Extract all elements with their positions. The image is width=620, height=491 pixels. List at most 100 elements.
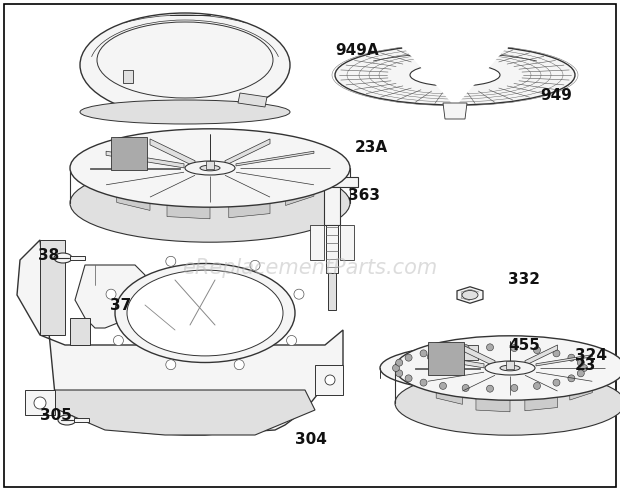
Polygon shape xyxy=(106,172,184,185)
Circle shape xyxy=(396,370,403,377)
Ellipse shape xyxy=(70,129,350,207)
Text: 949: 949 xyxy=(540,87,572,103)
Polygon shape xyxy=(123,70,133,83)
Polygon shape xyxy=(428,372,484,382)
Circle shape xyxy=(420,350,427,357)
Polygon shape xyxy=(599,368,605,381)
Polygon shape xyxy=(236,151,314,166)
Circle shape xyxy=(577,370,584,377)
Polygon shape xyxy=(443,103,467,119)
Text: 23: 23 xyxy=(575,357,596,373)
Polygon shape xyxy=(525,375,557,391)
Circle shape xyxy=(533,347,541,354)
Circle shape xyxy=(580,364,588,372)
Ellipse shape xyxy=(80,100,290,124)
Polygon shape xyxy=(47,390,315,435)
Polygon shape xyxy=(229,197,270,218)
Circle shape xyxy=(405,354,412,361)
Circle shape xyxy=(396,359,403,366)
Polygon shape xyxy=(111,137,147,170)
Ellipse shape xyxy=(410,64,500,86)
Polygon shape xyxy=(25,390,55,415)
Polygon shape xyxy=(443,350,493,397)
Polygon shape xyxy=(402,43,508,107)
Text: 455: 455 xyxy=(508,337,540,353)
Polygon shape xyxy=(525,391,557,411)
Circle shape xyxy=(325,375,335,385)
Polygon shape xyxy=(570,382,592,400)
Text: 324: 324 xyxy=(575,348,607,362)
Ellipse shape xyxy=(185,161,235,175)
Circle shape xyxy=(462,384,469,391)
Polygon shape xyxy=(90,168,180,169)
Polygon shape xyxy=(324,187,340,225)
Polygon shape xyxy=(428,342,464,375)
Ellipse shape xyxy=(485,361,535,375)
Polygon shape xyxy=(40,240,65,335)
Polygon shape xyxy=(70,318,90,345)
Ellipse shape xyxy=(395,336,620,400)
Text: eReplacementParts.com: eReplacementParts.com xyxy=(182,258,438,278)
Polygon shape xyxy=(506,361,514,369)
Polygon shape xyxy=(415,368,480,369)
Circle shape xyxy=(106,289,116,299)
Ellipse shape xyxy=(115,264,295,362)
Circle shape xyxy=(533,382,541,389)
Polygon shape xyxy=(416,372,428,387)
Polygon shape xyxy=(536,355,592,366)
Text: 38: 38 xyxy=(38,247,60,263)
Polygon shape xyxy=(428,355,484,368)
Polygon shape xyxy=(106,151,184,168)
Circle shape xyxy=(487,385,494,392)
Polygon shape xyxy=(458,345,478,360)
Ellipse shape xyxy=(70,164,350,242)
Polygon shape xyxy=(536,372,592,382)
Circle shape xyxy=(286,335,296,346)
Polygon shape xyxy=(117,189,150,211)
Polygon shape xyxy=(74,418,89,422)
Polygon shape xyxy=(463,375,495,391)
Ellipse shape xyxy=(462,291,478,300)
Polygon shape xyxy=(150,139,195,166)
Text: 949A: 949A xyxy=(335,43,379,57)
Circle shape xyxy=(250,260,260,271)
Polygon shape xyxy=(476,393,510,412)
Circle shape xyxy=(392,364,399,372)
Polygon shape xyxy=(206,161,214,169)
Circle shape xyxy=(440,382,446,389)
Text: 305: 305 xyxy=(40,408,72,422)
Polygon shape xyxy=(92,173,106,191)
Polygon shape xyxy=(328,273,336,310)
Polygon shape xyxy=(315,365,343,395)
Circle shape xyxy=(577,359,584,366)
Circle shape xyxy=(113,335,123,346)
Polygon shape xyxy=(286,185,314,205)
Ellipse shape xyxy=(127,270,283,356)
Circle shape xyxy=(166,256,176,266)
Polygon shape xyxy=(436,385,463,405)
Circle shape xyxy=(511,384,518,391)
Polygon shape xyxy=(236,172,314,185)
Circle shape xyxy=(487,344,494,351)
Circle shape xyxy=(34,397,46,409)
Polygon shape xyxy=(457,287,483,303)
Circle shape xyxy=(553,350,560,357)
Polygon shape xyxy=(322,168,330,183)
Circle shape xyxy=(440,347,446,354)
Text: 363: 363 xyxy=(348,188,380,202)
Polygon shape xyxy=(306,177,358,187)
Ellipse shape xyxy=(380,344,600,392)
Text: 23A: 23A xyxy=(355,140,388,156)
Circle shape xyxy=(234,360,244,370)
Ellipse shape xyxy=(428,355,552,382)
Polygon shape xyxy=(17,240,343,435)
Ellipse shape xyxy=(58,415,76,425)
Ellipse shape xyxy=(80,13,290,117)
Polygon shape xyxy=(150,175,195,197)
Polygon shape xyxy=(225,139,270,165)
Circle shape xyxy=(166,360,176,370)
Circle shape xyxy=(511,345,518,352)
Polygon shape xyxy=(225,175,270,197)
Circle shape xyxy=(405,375,412,382)
Ellipse shape xyxy=(54,253,72,263)
